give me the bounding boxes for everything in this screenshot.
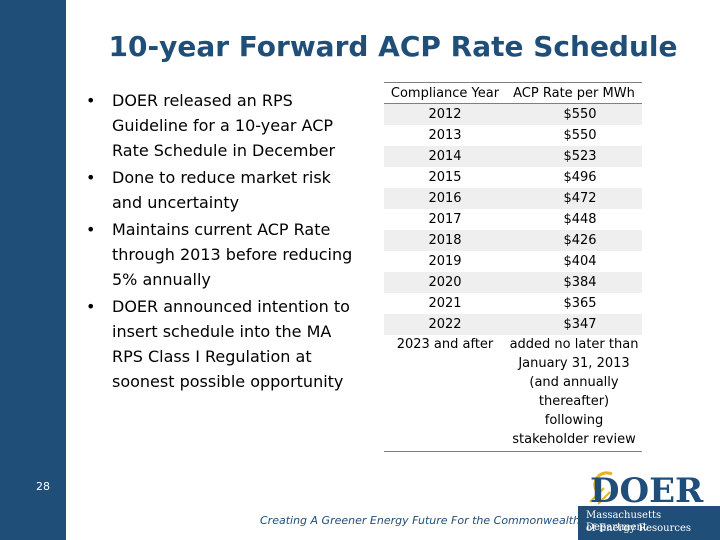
column-header-year: Compliance Year [384,82,506,104]
footer-tagline: Creating A Greener Energy Future For the… [260,514,581,527]
table-row: 2015 $496 [384,167,642,188]
bullet-list: • DOER released an RPS Guideline for a 10… [84,88,364,396]
bullet-item: • Maintains current ACP Rate through 2013… [84,217,364,292]
rate-cell: $404 [563,254,597,269]
rate-cell: $448 [563,212,597,227]
rate-cell: $523 [506,146,642,167]
year-cell: 2014 [384,146,506,167]
table-row: 2021 $365 [384,293,642,314]
acp-rate-table: Compliance Year ACP Rate per MWh 2012 $5… [384,82,642,452]
rate-cell: $550 [506,103,642,125]
year-cell: 2018 [384,230,506,251]
rate-cell: $426 [506,230,642,251]
table-row: 2018 $426 [384,230,642,251]
year-cell: 2013 [428,128,462,143]
bullet-item: • DOER announced intention to insert sche… [84,294,364,394]
table-row: 2012 $550 [384,103,642,125]
table-header-row: Compliance Year ACP Rate per MWh [384,82,642,104]
year-cell: 2016 [384,188,506,209]
logo-agency-box: Massachusetts Department of Energy Resou… [578,506,720,540]
bullet-item: • DOER released an RPS Guideline for a 10… [84,88,364,163]
year-cell: 2019 [428,254,462,269]
bullet-dot-icon: • [86,91,96,110]
slide-title: 10-year Forward ACP Rate Schedule [108,30,678,63]
table-row: 2022 $347 [384,314,642,335]
table-row: 2016 $472 [384,188,642,209]
table-row: 2013 $550 [384,125,642,146]
logo-line-1: Massachusetts Department [586,510,662,533]
table-row: 2020 $384 [384,272,642,293]
rate-cell: $496 [563,170,597,185]
year-cell: 2012 [384,103,506,125]
year-cell: 2023 and after [384,335,506,452]
year-cell: 2017 [428,212,462,227]
year-cell: 2022 [384,314,506,335]
rate-cell: $550 [563,128,597,143]
rate-cell: $347 [506,314,642,335]
rate-cell: $384 [506,272,642,293]
year-cell: 2015 [428,170,462,185]
bullet-item: • Done to reduce market risk and uncertai… [84,165,364,215]
year-cell: 2020 [384,272,506,293]
column-header-rate: ACP Rate per MWh [506,82,642,104]
slide-number: 28 [36,480,50,493]
bullet-text: Maintains current ACP Rate through 2013 … [112,220,353,289]
bullet-text: DOER released an RPS Guideline for a 10-… [112,91,336,160]
year-cell: 2021 [428,296,462,311]
table-row: 2014 $523 [384,146,642,167]
logo-line-2: of Energy Resources [586,523,692,534]
table-row: 2023 and after added no later than Janua… [384,335,642,452]
left-accent-bar [0,0,66,540]
bullet-text: DOER announced intention to insert sched… [112,297,350,391]
table-row: 2017 $448 [384,209,642,230]
bullet-dot-icon: • [86,220,96,239]
rate-cell: $365 [563,296,597,311]
bullet-dot-icon: • [86,168,96,187]
rate-cell: $472 [506,188,642,209]
table-row: 2019 $404 [384,251,642,272]
logo-wordmark: DOER [590,471,704,506]
bullet-text: Done to reduce market risk and uncertain… [112,168,331,212]
bullet-dot-icon: • [86,297,96,316]
rate-note-cell: added no later than January 31, 2013 (an… [506,335,642,452]
doer-logo-icon: DOER [589,471,704,506]
